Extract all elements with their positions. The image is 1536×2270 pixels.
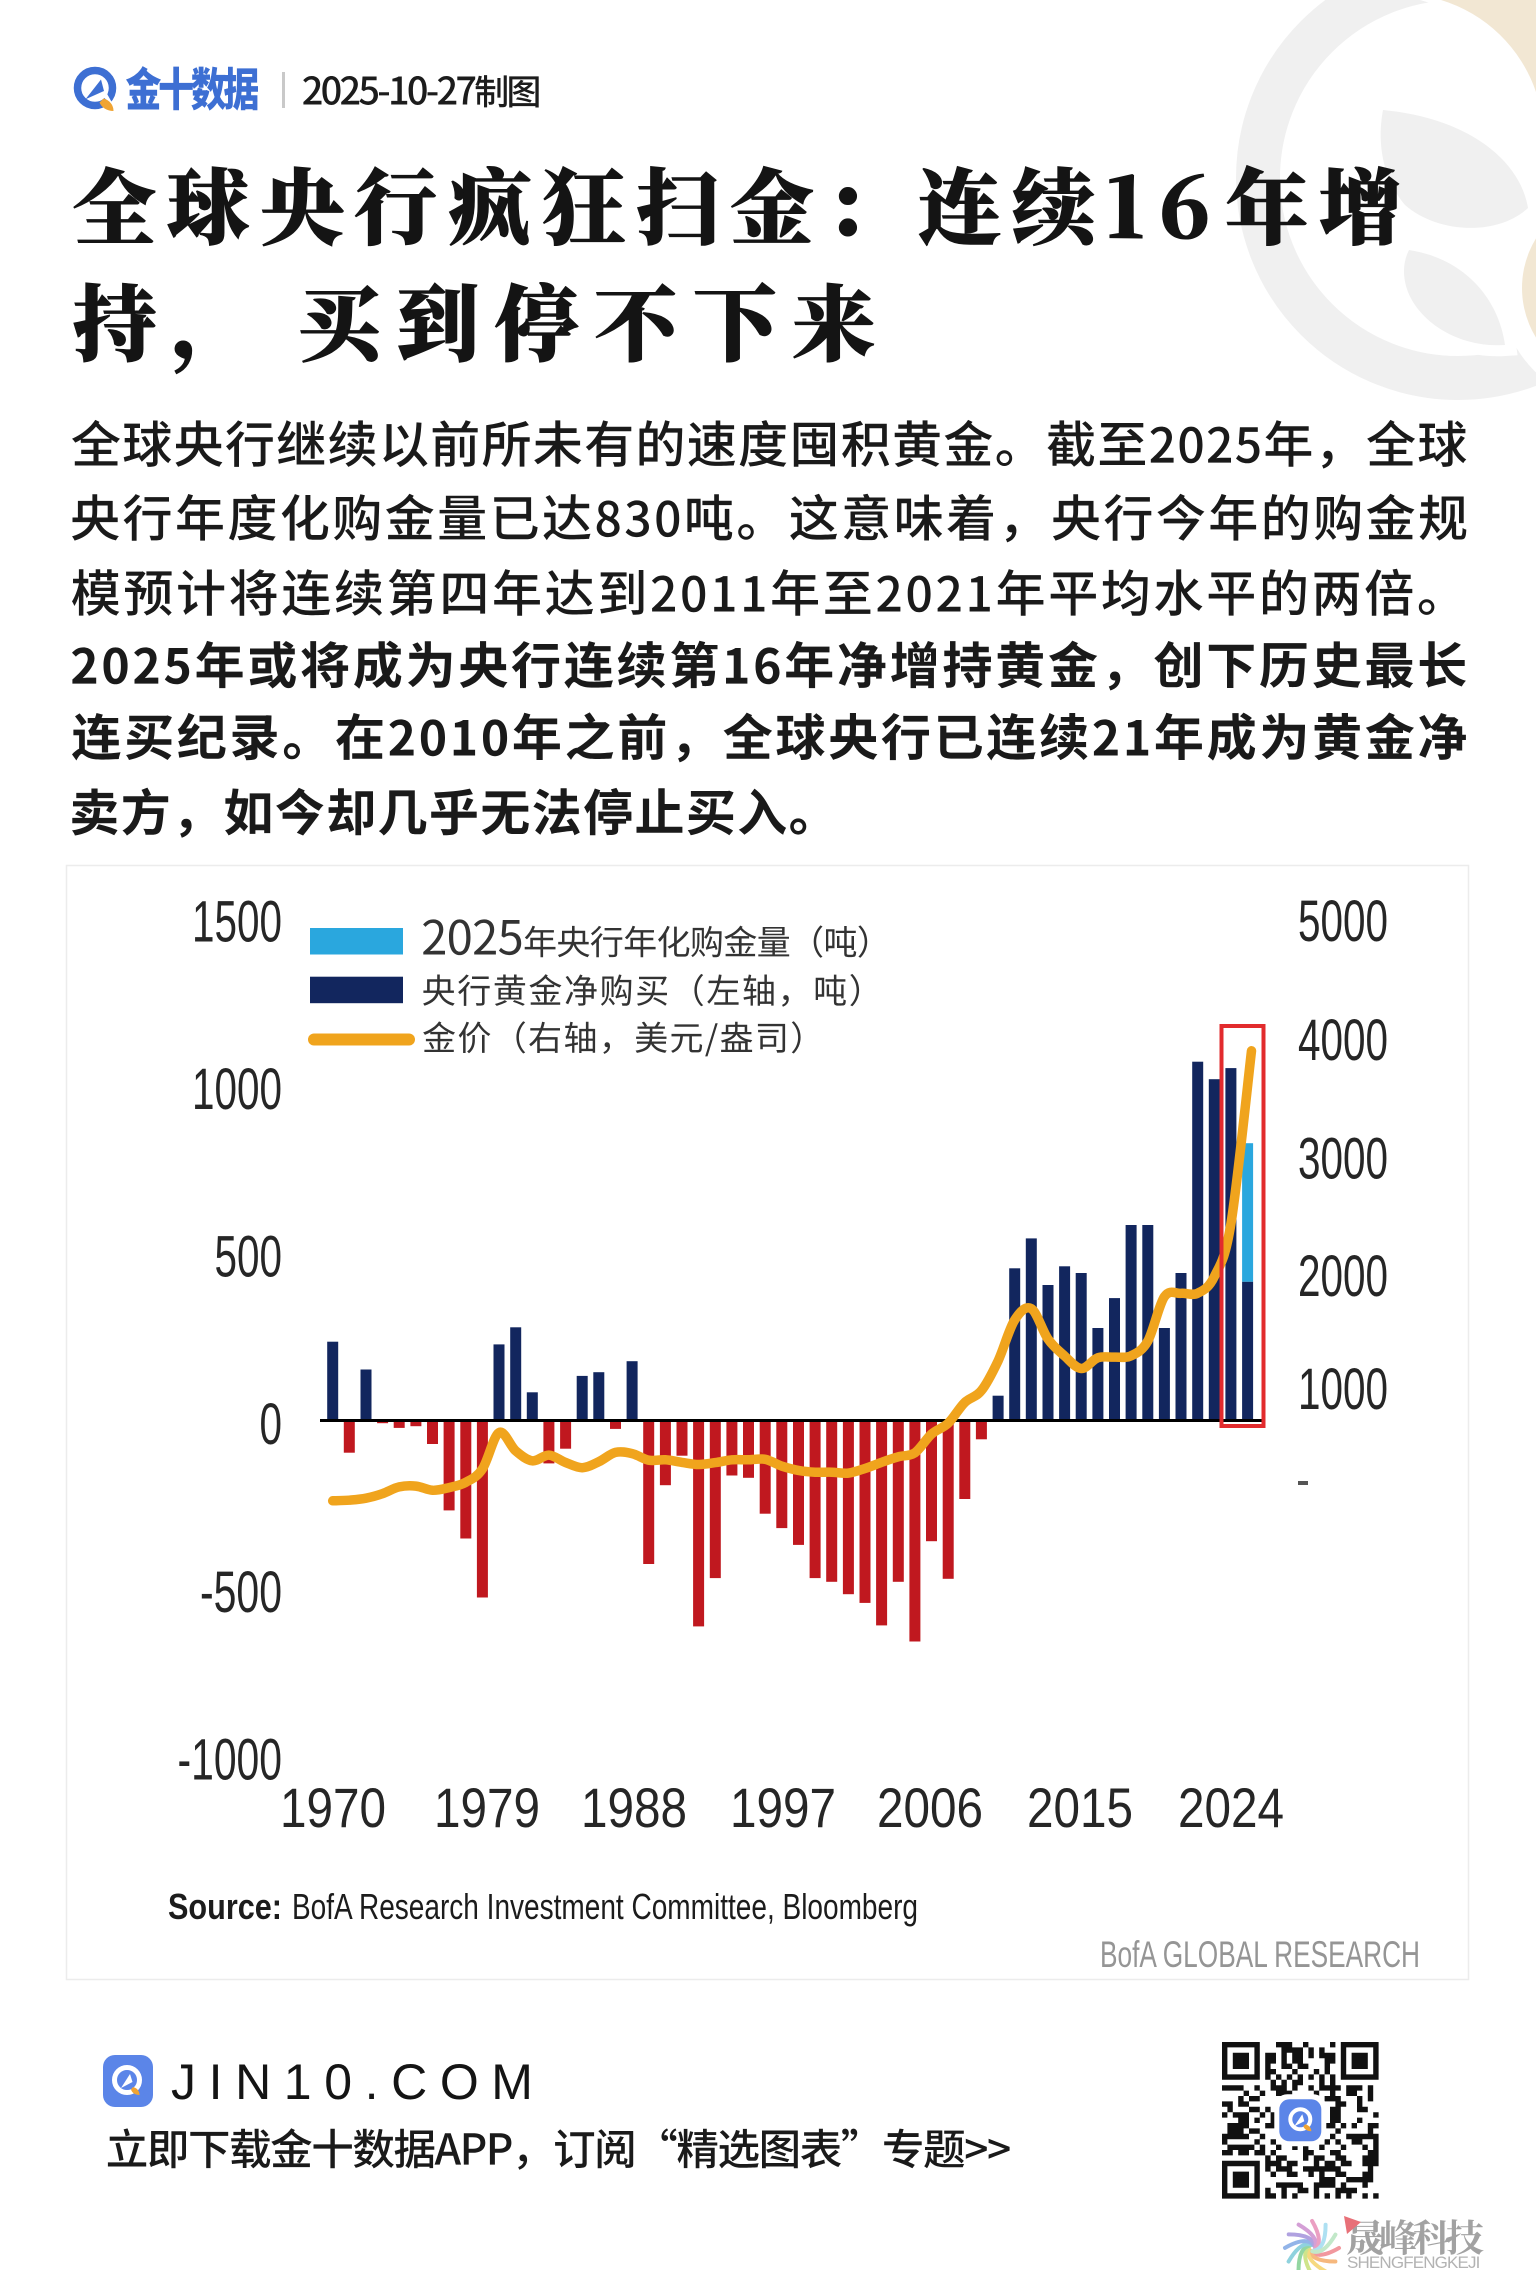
svg-text:Source:: Source:: [168, 1886, 282, 1927]
svg-text:BofA GLOBAL RESEARCH: BofA GLOBAL RESEARCH: [1100, 1934, 1420, 1975]
svg-text:SHENGFENGKEJI: SHENGFENGKEJI: [1347, 2253, 1480, 2270]
svg-text:-500: -500: [200, 1560, 282, 1625]
svg-text:BofA Research Investment Commi: BofA Research Investment Committee, Bloo…: [292, 1886, 918, 1927]
svg-text:1000: 1000: [192, 1057, 282, 1122]
svg-text:1988: 1988: [581, 1776, 687, 1839]
svg-text:1500: 1500: [192, 889, 282, 954]
svg-text:1970: 1970: [280, 1776, 386, 1839]
svg-text:-1000: -1000: [178, 1727, 283, 1792]
svg-text:2024: 2024: [1178, 1776, 1284, 1839]
svg-text:2015: 2015: [1027, 1776, 1133, 1839]
svg-text:0: 0: [260, 1392, 283, 1457]
svg-text:5000: 5000: [1298, 889, 1388, 954]
svg-text:1979: 1979: [434, 1776, 540, 1839]
svg-text:2000: 2000: [1298, 1244, 1388, 1309]
svg-text:1000: 1000: [1298, 1357, 1388, 1422]
svg-text:JIN10.COM: JIN10.COM: [171, 2054, 546, 2110]
svg-text:2006: 2006: [877, 1776, 983, 1839]
svg-text:1997: 1997: [730, 1776, 836, 1839]
svg-text:3000: 3000: [1298, 1126, 1388, 1191]
svg-text:4000: 4000: [1298, 1008, 1388, 1073]
svg-text:500: 500: [215, 1225, 283, 1290]
